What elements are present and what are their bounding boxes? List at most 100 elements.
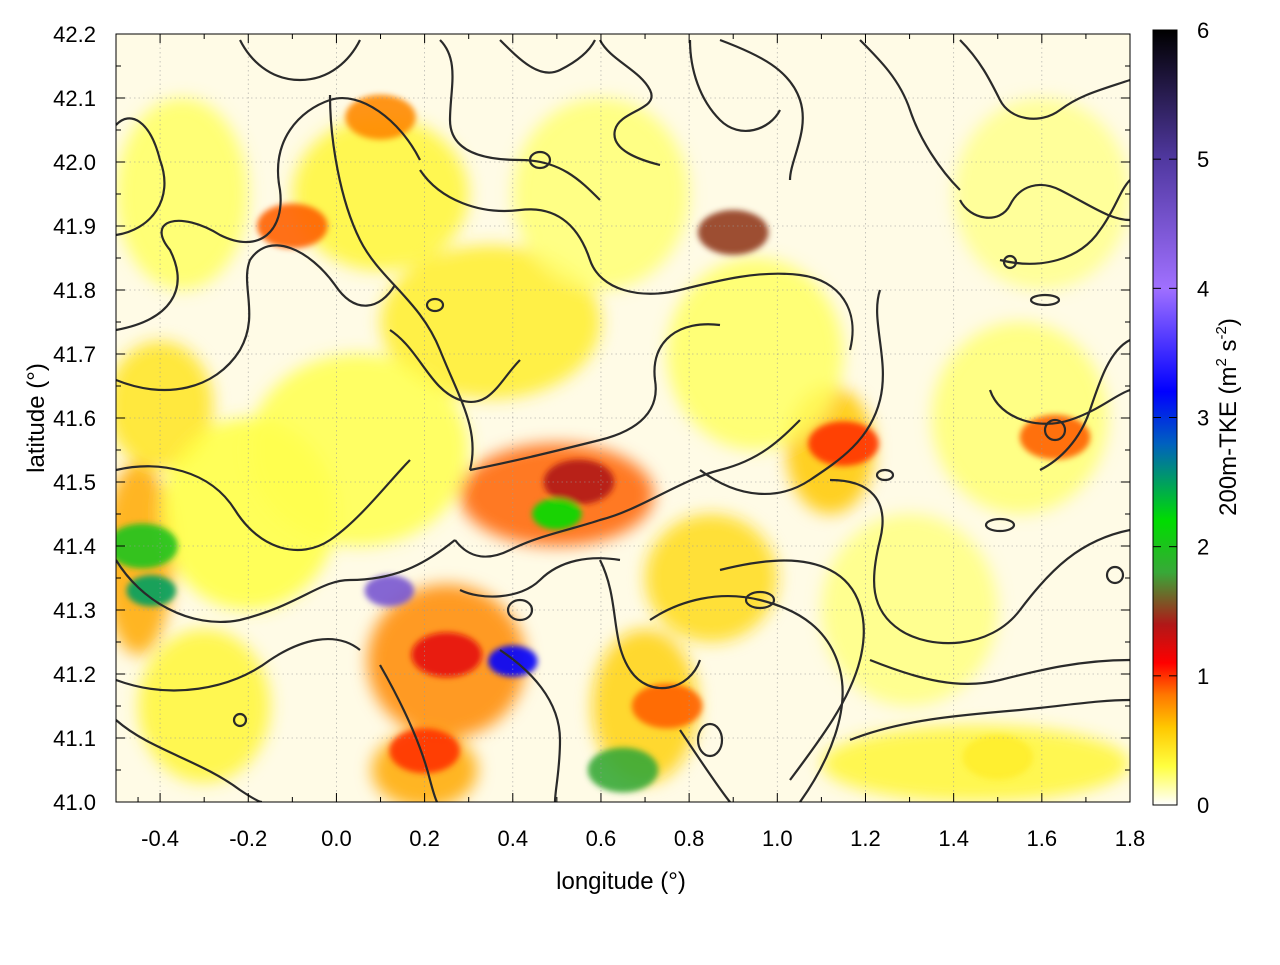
- contour-line: [116, 459, 411, 552]
- y-axis-label: latitude (°): [23, 363, 50, 473]
- x-tick-label: 1.6: [1027, 826, 1058, 851]
- y-tick-label: 41.4: [53, 534, 96, 559]
- contour-line: [719, 38, 804, 181]
- x-tick-label: -0.4: [141, 826, 179, 851]
- x-tick-label: 1.4: [938, 826, 969, 851]
- contour-line: [459, 557, 621, 598]
- tke-hotspot: [532, 498, 582, 530]
- tke-region: [645, 514, 778, 642]
- y-tick-label: 41.5: [53, 470, 96, 495]
- tke-hotspot: [587, 747, 659, 793]
- contour-line: [328, 94, 474, 471]
- contour-line: [649, 594, 844, 802]
- colorbar-ticks: 0 1 2 3 4 5 6: [1153, 18, 1209, 818]
- terrain-contours: [116, 38, 1130, 802]
- contour-line: [116, 539, 456, 623]
- contour-line: [454, 419, 801, 558]
- contour-line: [499, 39, 596, 74]
- contour-line: [439, 39, 601, 201]
- contour-line: [116, 638, 361, 692]
- contour-loop: [1029, 293, 1061, 307]
- y-tick-label: 41.7: [53, 342, 96, 367]
- tke-region: [138, 629, 271, 783]
- tke-hotspot: [697, 210, 769, 255]
- contour-line: [959, 183, 1130, 222]
- y-tick-label: 41.1: [53, 726, 96, 751]
- colorbar-tick-label: 0: [1197, 793, 1209, 818]
- y-tick-label: 42.1: [53, 86, 96, 111]
- y-tick-label: 41.9: [53, 214, 96, 239]
- x-axis: -0.4 -0.2 0.0 0.2 0.4 0.6 0.8 1.0 1.2 1.4 1.6 1.8: [137, 34, 1146, 851]
- contour-line: [988, 388, 1130, 425]
- y-tick-label: 42.0: [53, 150, 96, 175]
- y-tick-label: 41.8: [53, 278, 96, 303]
- contour-loop: [1043, 418, 1067, 442]
- contour-line: [599, 559, 702, 690]
- x-tick-label: 0.2: [409, 826, 440, 851]
- tke-region: [116, 341, 213, 470]
- colorbar-tick-label: 5: [1197, 147, 1209, 172]
- contour-line: [499, 649, 562, 802]
- x-tick-label: 0.0: [321, 826, 352, 851]
- contour-loop: [1105, 565, 1125, 585]
- colorbar-tick-label: 2: [1197, 535, 1209, 560]
- colorbar-label: 200m-TKE (m2 s-2): [1213, 318, 1242, 516]
- contour-line: [116, 719, 263, 802]
- colorbar-tick-label: 3: [1197, 406, 1209, 431]
- contour-line: [849, 698, 1130, 742]
- tke-region: [380, 245, 601, 399]
- contour-loop: [1002, 254, 1018, 270]
- tke-hotspot: [345, 94, 416, 140]
- contour-line: [239, 39, 361, 82]
- contour-line: [116, 244, 396, 392]
- contour-line: [599, 39, 661, 167]
- colorbar: 0 1 2 3 4 5 6 200m-TKE (m2 s-2): [1152, 18, 1242, 818]
- tke-hotspot: [543, 459, 615, 505]
- tke-region: [953, 98, 1130, 290]
- contour-line: [688, 39, 781, 132]
- x-tick-label: 1.0: [762, 826, 793, 851]
- contour-line: [719, 559, 865, 781]
- y-tick-label: 41.3: [53, 598, 96, 623]
- tke-hotspot: [364, 575, 415, 607]
- colorbar-tick-label: 6: [1197, 18, 1209, 43]
- contour-line: [959, 39, 1130, 120]
- contour-loop: [696, 722, 724, 758]
- contour-loop: [425, 297, 445, 313]
- tke-hotspot: [1019, 414, 1091, 460]
- tke-field: [116, 98, 1130, 802]
- contour-line: [829, 478, 1130, 645]
- x-tick-label: 1.8: [1115, 826, 1146, 851]
- tke-region: [292, 117, 469, 271]
- tke-hotspot: [631, 683, 703, 729]
- y-tick-label: 42.2: [53, 22, 96, 47]
- x-axis-label: longitude (°): [556, 868, 686, 895]
- tke-hotspot: [411, 632, 482, 678]
- contour-line: [116, 97, 421, 332]
- tke-region: [248, 354, 469, 546]
- tke-hotspot: [126, 575, 176, 607]
- contour-loop: [984, 517, 1016, 533]
- contour-line: [699, 289, 884, 495]
- contour-line: [469, 323, 721, 472]
- tke-hotspot: [116, 523, 178, 569]
- tke-hotspot: [808, 421, 879, 466]
- contour-loop: [506, 598, 534, 622]
- contour-loop: [528, 150, 552, 170]
- contour-loop: [875, 468, 895, 482]
- tke-region: [116, 98, 249, 290]
- y-axis: 41.0 41.1 41.2 41.3 41.4 41.5 41.6 41.7 41.8 41.9…: [53, 22, 1130, 815]
- x-tick-label: 1.2: [850, 826, 881, 851]
- x-tick-label: 0.8: [674, 826, 705, 851]
- tke-hotspot: [962, 734, 1034, 780]
- contour-line: [379, 664, 438, 802]
- contour-line: [679, 729, 731, 802]
- x-tick-label: 0.4: [497, 826, 528, 851]
- contour-loop: [232, 712, 248, 728]
- contour-line: [999, 179, 1130, 265]
- x-tick-label: -0.2: [229, 826, 267, 851]
- tke-hotspot: [488, 645, 538, 677]
- colorbar-tick-label: 4: [1197, 276, 1209, 301]
